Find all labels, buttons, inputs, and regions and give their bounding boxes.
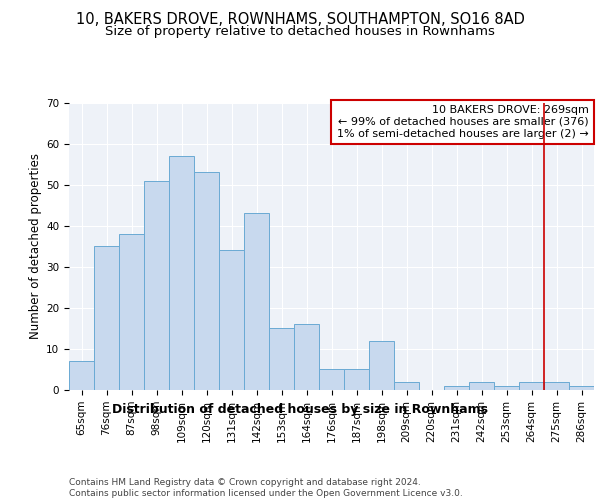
Bar	[94, 246, 119, 390]
Text: Distribution of detached houses by size in Rownhams: Distribution of detached houses by size …	[112, 402, 488, 415]
Bar	[219, 250, 244, 390]
Text: 10, BAKERS DROVE, ROWNHAMS, SOUTHAMPTON, SO16 8AD: 10, BAKERS DROVE, ROWNHAMS, SOUTHAMPTON,…	[76, 12, 524, 28]
Bar	[194, 172, 219, 390]
Y-axis label: Number of detached properties: Number of detached properties	[29, 153, 42, 340]
Bar	[69, 361, 94, 390]
Bar	[244, 214, 269, 390]
Bar	[469, 382, 494, 390]
Bar	[494, 386, 519, 390]
Text: 10 BAKERS DROVE: 269sqm
← 99% of detached houses are smaller (376)
1% of semi-de: 10 BAKERS DROVE: 269sqm ← 99% of detache…	[337, 106, 589, 138]
Bar	[319, 370, 344, 390]
Text: Size of property relative to detached houses in Rownhams: Size of property relative to detached ho…	[105, 25, 495, 38]
Bar	[519, 382, 544, 390]
Bar	[119, 234, 144, 390]
Bar	[544, 382, 569, 390]
Text: Contains HM Land Registry data © Crown copyright and database right 2024.
Contai: Contains HM Land Registry data © Crown c…	[69, 478, 463, 498]
Bar	[569, 386, 594, 390]
Bar	[444, 386, 469, 390]
Bar	[344, 370, 369, 390]
Bar	[394, 382, 419, 390]
Bar	[269, 328, 294, 390]
Bar	[294, 324, 319, 390]
Bar	[169, 156, 194, 390]
Bar	[369, 340, 394, 390]
Bar	[144, 180, 169, 390]
